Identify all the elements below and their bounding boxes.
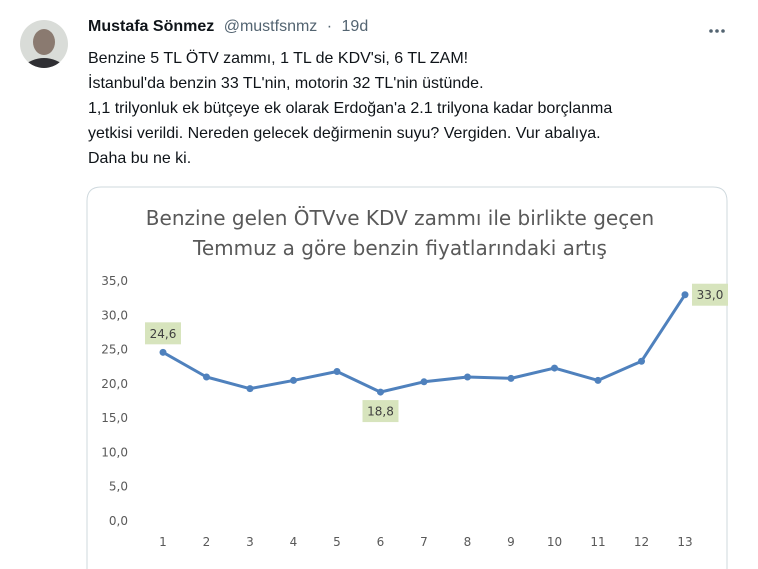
- value-label-box: [362, 400, 399, 423]
- text-line: Benzine 5 TL ÖTV zammı, 1 TL de KDV'si, …: [88, 49, 468, 67]
- x-tick-label: 11: [590, 535, 605, 549]
- chart-title: Benzine gelen ÖTVve KDV zammı ile birlik…: [146, 206, 654, 230]
- y-tick-label: 5,0: [109, 480, 128, 494]
- separator: ·: [327, 18, 332, 35]
- tweet-text: Benzine 5 TL ÖTV zammı, 1 TL de KDV'si, …: [88, 49, 612, 167]
- data-point: [681, 291, 689, 299]
- avatar[interactable]: [20, 20, 68, 68]
- text-line: yetkisi verildi. Nereden gelecek değirme…: [88, 125, 601, 142]
- data-point: [638, 357, 645, 365]
- data-point: [290, 376, 297, 384]
- text-line: 1,1 trilyonluk ek bütçeye ek olarak Erdo…: [88, 100, 612, 117]
- x-tick-label: 2: [203, 535, 211, 549]
- x-tick-label: 13: [677, 535, 692, 549]
- more-button[interactable]: [709, 29, 725, 33]
- y-tick-label: 15,0: [101, 411, 128, 425]
- x-tick-label: 1: [159, 535, 167, 549]
- x-tick-label: 3: [246, 535, 254, 549]
- text-line: İstanbul'da benzin 33 TL'nin, motorin 32…: [88, 73, 484, 92]
- y-tick-label: 0,0: [109, 514, 128, 528]
- data-point: [203, 373, 210, 381]
- text-line: Daha bu ne ki.: [88, 150, 191, 167]
- data-point: [464, 373, 471, 381]
- y-tick-label: 35,0: [101, 274, 128, 288]
- author-name[interactable]: Mustafa Sönmez: [88, 18, 214, 35]
- handle[interactable]: @mustfsnmz: [224, 18, 318, 35]
- media-frame[interactable]: [86, 186, 728, 569]
- x-tick-label: 9: [507, 535, 515, 549]
- value-label: 24,6: [150, 327, 177, 341]
- x-tick-label: 4: [290, 535, 298, 549]
- chart: Benzine gelen ÖTVve KDV zammı ile birlik…: [101, 206, 728, 549]
- x-tick-label: 12: [634, 535, 649, 549]
- value-label-box: [692, 283, 728, 306]
- value-label: 33,0: [697, 288, 724, 302]
- data-point: [333, 368, 341, 376]
- timestamp[interactable]: 19d: [342, 18, 369, 35]
- x-tick-label: 8: [464, 535, 472, 549]
- data-point: [551, 364, 558, 372]
- data-point: [246, 385, 254, 393]
- x-tick-label: 6: [377, 535, 385, 549]
- data-point: [159, 348, 167, 356]
- y-tick-label: 20,0: [101, 377, 128, 391]
- data-point: [594, 376, 602, 384]
- value-label: 18,8: [367, 405, 394, 419]
- x-tick-label: 5: [333, 535, 341, 549]
- y-tick-label: 30,0: [101, 308, 128, 322]
- x-tick-label: 7: [420, 535, 428, 549]
- x-tick-label: 10: [547, 535, 562, 549]
- value-label-box: [145, 322, 181, 345]
- tweet-header: Mustafa Sönmez @mustfsnmz · 19d: [88, 18, 368, 35]
- data-point: [377, 388, 384, 396]
- y-tick-label: 10,0: [101, 445, 128, 459]
- y-tick-label: 25,0: [101, 343, 128, 357]
- chart-title: Temmuz a göre benzin fiyatlarındaki artı…: [192, 236, 607, 260]
- data-point: [420, 378, 428, 386]
- data-point: [507, 374, 515, 382]
